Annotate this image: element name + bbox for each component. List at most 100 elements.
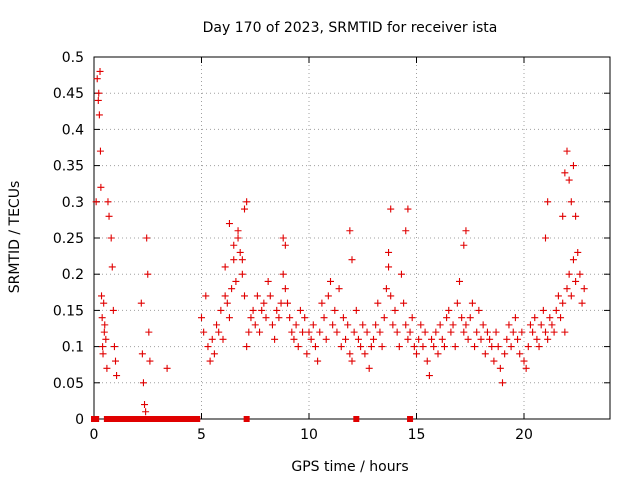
data-point [234,227,242,235]
data-point [279,234,287,242]
data-point [100,299,108,307]
data-point [324,292,332,300]
data-point [460,328,468,336]
data-point [275,314,283,322]
data-point [408,314,416,322]
data-point [505,321,513,329]
data-point [327,277,334,285]
data-point [526,321,534,329]
data-point [496,364,504,372]
data-point [363,328,371,336]
data-point [256,328,264,336]
y-tick-label: 0 [75,412,84,428]
data-point [348,256,356,264]
data-point [350,328,358,336]
zero-marker [407,416,414,422]
data-point [200,328,208,336]
data-point [494,343,502,351]
data-point [481,350,489,358]
data-point [243,198,251,206]
data-point [576,270,584,278]
data-point [365,364,373,372]
data-point [471,343,479,351]
data-point [241,205,248,213]
data-point [462,227,470,235]
data-point [112,357,119,365]
data-point [145,328,153,336]
data-point [486,335,494,343]
data-point [221,292,229,300]
data-point [344,321,352,329]
data-point [98,314,106,322]
data-point [385,263,393,271]
data-point [102,335,110,343]
data-point [565,176,573,184]
data-point [548,321,556,329]
data-point [477,335,485,343]
x-axis-label: GPS time / hours [291,459,408,475]
data-point [105,212,113,220]
data-point [303,350,311,358]
zero-marker [106,416,113,422]
zero-marker [194,416,201,422]
data-point [578,299,586,307]
data-point [397,270,405,278]
data-point [492,328,500,336]
data-point [284,299,291,307]
data-point [208,335,216,343]
data-point [404,205,412,213]
data-point [393,328,401,336]
data-point [462,321,470,329]
data-point [311,343,319,351]
data-point [552,306,560,314]
data-point [103,364,111,372]
data-point [499,379,506,387]
data-point [273,306,281,314]
data-point [230,256,238,264]
data-point [417,321,425,329]
data-point [281,285,289,293]
data-point [464,335,472,343]
data-point [286,314,294,322]
data-point [163,364,171,372]
data-point [514,335,522,343]
data-point [395,343,403,351]
data-point [144,270,152,278]
data-point [342,335,350,343]
data-point [230,241,238,249]
data-point [92,198,100,206]
data-point [258,306,266,314]
data-point [346,350,354,358]
data-point [348,357,356,365]
data-point [440,343,448,351]
data-point [337,343,345,351]
data-point [385,248,393,256]
data-point [107,234,115,242]
data-point [94,96,102,104]
data-point [501,350,509,358]
data-point [316,328,324,336]
data-point [367,343,375,351]
y-tick-label: 0.25 [53,231,84,247]
data-point [223,299,231,307]
data-point [421,328,429,336]
data-point [382,285,390,293]
data-point [331,306,339,314]
data-point [215,328,223,336]
data-point [533,335,541,343]
data-point [329,321,337,329]
data-point [251,321,259,329]
data-point [108,263,116,271]
data-point [370,335,377,343]
y-tick-label: 0.35 [53,159,84,175]
data-point [99,343,107,351]
data-point [522,364,530,372]
data-point [380,314,388,322]
data-point [241,292,248,300]
data-point [225,314,233,322]
data-point [565,270,573,278]
zero-marker [353,416,360,422]
data-point [277,299,285,307]
data-point [572,277,580,285]
data-point [574,248,582,256]
